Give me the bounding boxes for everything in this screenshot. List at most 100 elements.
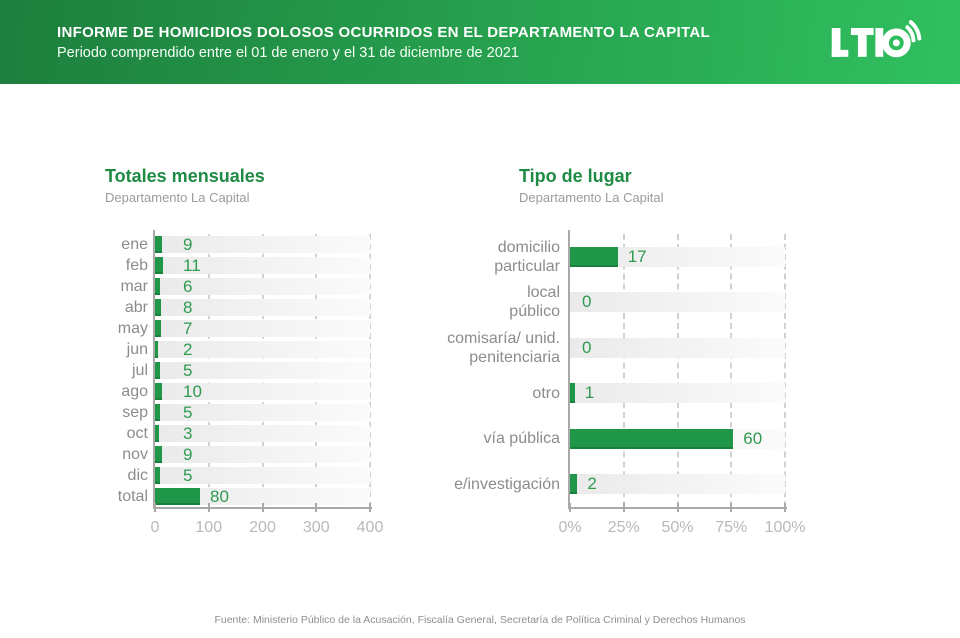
row-label-line: otro <box>532 384 560 402</box>
x-axis-tick <box>154 503 156 512</box>
bar-value: 5 <box>183 402 193 422</box>
row-label-line: público <box>509 303 560 321</box>
x-axis-tick-label: 75% <box>715 519 748 536</box>
row-label: may <box>60 318 148 339</box>
row-label: total <box>60 486 148 507</box>
bar-value: 5 <box>183 465 193 485</box>
y-axis-line <box>568 230 570 509</box>
x-axis-tick <box>622 503 625 512</box>
row-label-line: abr <box>124 299 148 316</box>
bar-track <box>570 474 785 495</box>
chart-subtitle: Departamento La Capital <box>519 189 664 205</box>
x-axis-tick-label: 200 <box>249 519 276 536</box>
bar-value: 6 <box>183 276 193 296</box>
bar-track <box>570 337 785 358</box>
row-label: nov <box>60 444 148 465</box>
row-label-line: domicilio <box>497 238 560 256</box>
bar-value: 2 <box>587 474 597 494</box>
row-label-line: local <box>527 284 560 302</box>
row-label-line: oct <box>126 425 148 442</box>
report-header-text: INFORME DE HOMICIDIOS DOLOSOS OCURRIDOS … <box>0 23 830 62</box>
bar-track <box>155 278 370 295</box>
bar-track <box>570 383 785 404</box>
x-axis-tick <box>315 503 318 512</box>
bar <box>155 320 161 337</box>
bar-track <box>155 383 370 400</box>
bar-value: 17 <box>627 246 647 266</box>
chart-title: Tipo de lugar <box>519 166 632 186</box>
chart-subtitle: Departamento La Capital <box>105 189 250 205</box>
row-label-line: mar <box>120 278 148 295</box>
x-axis-tick <box>784 503 786 512</box>
row-label-line: total <box>117 488 148 505</box>
bar <box>570 246 618 267</box>
row-label: dic <box>60 465 148 486</box>
row-label: e/investigación <box>418 462 560 508</box>
row-label: otro <box>418 371 560 417</box>
bar <box>155 404 160 421</box>
row-label-line: jun <box>126 341 148 358</box>
chart-monthly-totals-header: Totales mensuales Departamento La Capita… <box>105 166 265 205</box>
row-label-line: ago <box>121 383 148 400</box>
lt10-logo-icon <box>831 20 922 58</box>
bar-track <box>570 292 785 313</box>
x-axis-tick-label: 25% <box>607 519 640 536</box>
row-label: oct <box>60 423 148 444</box>
bar <box>155 488 200 505</box>
x-axis-tick-label: 300 <box>302 519 330 536</box>
bar-track <box>155 446 370 463</box>
row-label: sep <box>60 402 148 423</box>
bar-track <box>570 246 785 267</box>
source-footer: Fuente: Ministerio Público de la Acusaci… <box>214 614 746 626</box>
gridline <box>730 234 733 507</box>
gridline <box>369 234 371 507</box>
bar-track <box>155 467 370 484</box>
bar <box>155 383 163 400</box>
bar <box>155 236 162 253</box>
x-axis-tick-label: 400 <box>356 519 384 536</box>
bar-value: 9 <box>183 444 193 464</box>
row-label-line: nov <box>122 446 148 463</box>
gridline <box>676 234 679 507</box>
chart-place-type-plot: domicilio particular 17 local público 0 comisa… <box>418 230 855 557</box>
bar <box>155 257 163 274</box>
report-title: INFORME DE HOMICIDIOS DOLOSOS OCURRIDOS … <box>57 23 710 41</box>
row-label: domicilio particular <box>418 234 560 280</box>
bar <box>155 362 160 379</box>
row-label: ago <box>60 381 148 402</box>
bar <box>570 383 575 404</box>
bar-value: 2 <box>183 339 193 359</box>
row-label: local público <box>418 280 560 326</box>
x-axis-tick-label: 0% <box>558 519 582 536</box>
row-label: jun <box>60 339 148 360</box>
row-label: jul <box>60 360 148 381</box>
gridline <box>784 234 786 507</box>
bar-value: 10 <box>183 381 202 401</box>
chart-monthly-totals-plot: ene 9 feb 11 mar 6 abr 8 may 7 jun 2 jul 5 ago 10 sep 5 oc… <box>60 230 440 557</box>
row-label-line: sep <box>122 404 148 421</box>
x-axis-tick-label: 50% <box>661 519 694 536</box>
row-label-line: vía pública <box>483 430 561 448</box>
bar-value: 8 <box>183 297 193 317</box>
row-label-line: dic <box>127 467 148 484</box>
bar <box>155 341 159 358</box>
x-axis-tick-label: 0 <box>150 519 160 536</box>
bar-value: 5 <box>183 360 193 380</box>
x-axis-tick <box>261 503 264 512</box>
bar-track <box>155 362 370 379</box>
row-label-line: feb <box>125 257 148 274</box>
x-axis-tick <box>207 503 210 512</box>
bar-value: 60 <box>743 428 763 448</box>
report-subtitle: Periodo comprendido entre el 01 de enero… <box>57 45 519 62</box>
row-label: feb <box>60 255 148 276</box>
row-label: mar <box>60 276 148 297</box>
bar-track <box>155 236 370 253</box>
chart-place-type-header: Tipo de lugar Departamento La Capital <box>519 166 664 205</box>
x-axis-tick-label: 100 <box>195 519 223 536</box>
row-label-line: jul <box>131 362 148 379</box>
bar <box>155 299 162 316</box>
x-axis-tick <box>569 503 571 512</box>
bar-value: 9 <box>183 234 193 254</box>
row-label-line: penitenciaria <box>469 348 560 366</box>
